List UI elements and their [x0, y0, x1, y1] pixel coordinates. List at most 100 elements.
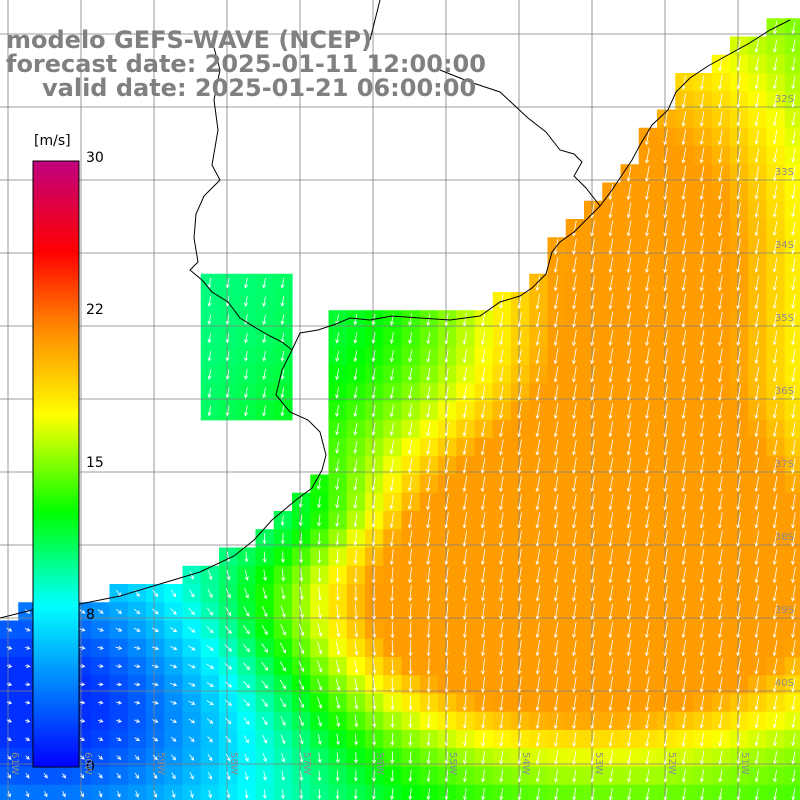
wind-arrow [444, 349, 449, 363]
wind-arrow [645, 311, 650, 328]
wind-speed-cell [784, 365, 800, 384]
wind-arrow [280, 624, 286, 636]
wind-arrow [791, 184, 796, 200]
wind-speed-cell [36, 784, 56, 800]
wind-arrow [736, 275, 741, 292]
wind-arrow [572, 366, 577, 383]
wind-arrow [262, 405, 267, 417]
wind-arrow [699, 348, 705, 365]
wind-arrow [208, 771, 213, 780]
wind-arrow [389, 567, 394, 584]
wind-arrow [535, 732, 540, 747]
wind-arrow [645, 676, 650, 693]
wind-arrow [791, 512, 796, 529]
wind-arrow [681, 457, 687, 474]
wind-arrow [626, 183, 632, 201]
wind-arrow [371, 440, 376, 455]
wind-arrow [626, 512, 632, 529]
wind-arrow [317, 715, 322, 727]
wind-arrow [462, 439, 468, 456]
wind-arrow [572, 475, 577, 493]
wind-arrow [791, 494, 796, 511]
wind-arrow [572, 512, 577, 529]
wind-arrow [371, 531, 376, 547]
wind-arrow [791, 203, 796, 218]
wind-arrow [590, 329, 595, 347]
wind-speed-cell [784, 127, 800, 147]
wind-arrow [754, 57, 759, 72]
wind-arrow [535, 494, 541, 511]
wind-arrow [207, 296, 212, 307]
wind-arrow [206, 700, 214, 706]
wind-arrow [718, 567, 723, 584]
wind-arrow [535, 603, 541, 620]
wind-arrow [316, 478, 321, 490]
wind-arrow [791, 75, 796, 90]
wind-arrow [590, 439, 595, 456]
wind-arrow [444, 403, 449, 419]
wind-arrow [279, 679, 287, 690]
wind-arrow [645, 165, 650, 182]
wind-arrow [444, 548, 449, 566]
wind-arrow [244, 369, 249, 380]
wind-arrow [225, 717, 232, 725]
wind-arrow [481, 713, 486, 729]
wind-arrow [608, 475, 614, 493]
wind-arrow [772, 348, 778, 364]
wind-arrow [754, 202, 760, 218]
wind-arrow [25, 755, 30, 760]
wind-arrow [590, 603, 595, 620]
wind-arrow [645, 129, 650, 146]
wind-arrow [590, 275, 595, 292]
wind-arrow [7, 790, 12, 798]
wind-arrow [699, 93, 705, 109]
wind-arrow [371, 386, 376, 399]
wind-arrow [408, 422, 413, 437]
colorbar-gradient [32, 160, 80, 768]
wind-arrow [462, 658, 467, 675]
wind-arrow [299, 605, 304, 619]
wind-arrow [97, 718, 104, 723]
wind-arrow [663, 111, 668, 127]
wind-speed-cell [784, 73, 800, 92]
wind-arrow [354, 640, 359, 656]
wind-arrow [390, 751, 395, 764]
wind-arrow [772, 111, 778, 127]
wind-arrow [354, 696, 359, 710]
wind-arrow [462, 313, 467, 327]
wind-arrow [736, 220, 741, 237]
wind-arrow [335, 350, 340, 362]
wind-speed-cell [784, 784, 800, 800]
wind-arrow [553, 256, 559, 274]
wind-arrow [590, 769, 595, 783]
wind-speed-cell [784, 237, 800, 257]
wind-arrow [317, 770, 322, 782]
wind-arrow [426, 422, 431, 437]
wind-arrow [754, 75, 759, 90]
wind-arrow [736, 184, 741, 200]
wind-arrow [791, 751, 796, 765]
wind-arrow [663, 457, 668, 474]
wind-arrow [590, 713, 595, 730]
wind-arrow [608, 311, 614, 328]
wind-arrow [699, 512, 705, 529]
wind-arrow [499, 494, 504, 511]
wind-arrow [590, 694, 595, 712]
wind-arrow [426, 349, 431, 363]
wind-arrow [6, 718, 13, 723]
wind-arrow [736, 129, 741, 145]
wind-arrow [736, 475, 741, 493]
wind-arrow [791, 39, 796, 53]
wind-arrow [535, 275, 541, 292]
wind-arrow [115, 664, 123, 669]
wind-arrow [553, 585, 559, 602]
wind-arrow [553, 366, 559, 383]
wind-arrow [353, 513, 358, 528]
wind-arrow [134, 737, 141, 742]
wind-arrow [317, 568, 322, 583]
wind-arrow [97, 645, 104, 650]
wind-arrow [170, 754, 177, 761]
wind-arrow [480, 385, 486, 401]
wind-arrow [681, 585, 687, 602]
